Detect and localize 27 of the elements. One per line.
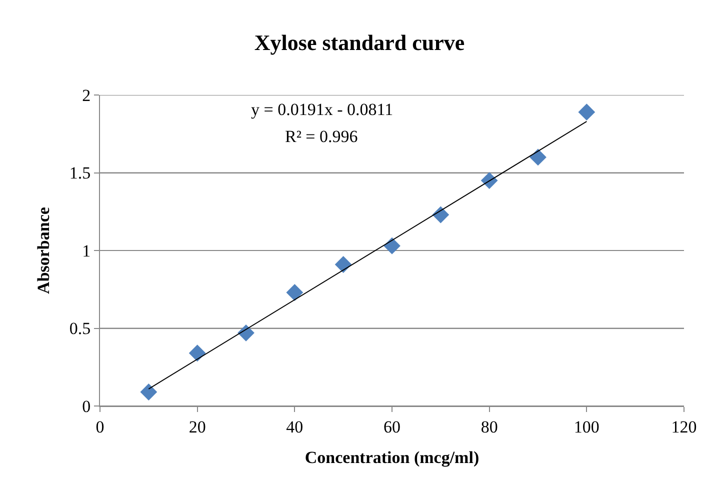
y-tick-label: 0 — [82, 396, 91, 416]
annotation: y = 0.0191x - 0.0811 — [251, 100, 394, 119]
x-tick-label: 0 — [96, 417, 104, 436]
point — [238, 324, 254, 342]
point — [286, 284, 304, 301]
x-tick-label: 120 — [671, 417, 697, 436]
x-tick-label: 20 — [188, 417, 206, 436]
x-tick-label: 100 — [574, 417, 600, 436]
point — [334, 256, 352, 273]
x-tick-label: 80 — [480, 417, 498, 436]
x-axis-title: Concentration (mcg/ml) — [304, 448, 480, 467]
point — [384, 237, 400, 254]
y-axis-title: Absorbance — [34, 206, 53, 294]
point — [530, 148, 546, 166]
point — [140, 384, 158, 400]
y-tick-label: 2 — [82, 86, 91, 105]
y-tick-label: 0.5 — [69, 319, 91, 338]
annotation: R² = 0.996 — [285, 127, 358, 146]
point — [480, 172, 498, 189]
point — [188, 344, 206, 362]
point — [432, 206, 450, 224]
point — [578, 104, 596, 121]
x-tick-label: 60 — [384, 417, 400, 436]
y-tick-label: 1.5 — [69, 164, 91, 183]
x-tick-label: 40 — [286, 417, 304, 436]
y-tick-label: 1 — [82, 241, 91, 260]
chart-title: Xylose standard curve — [254, 30, 465, 55]
